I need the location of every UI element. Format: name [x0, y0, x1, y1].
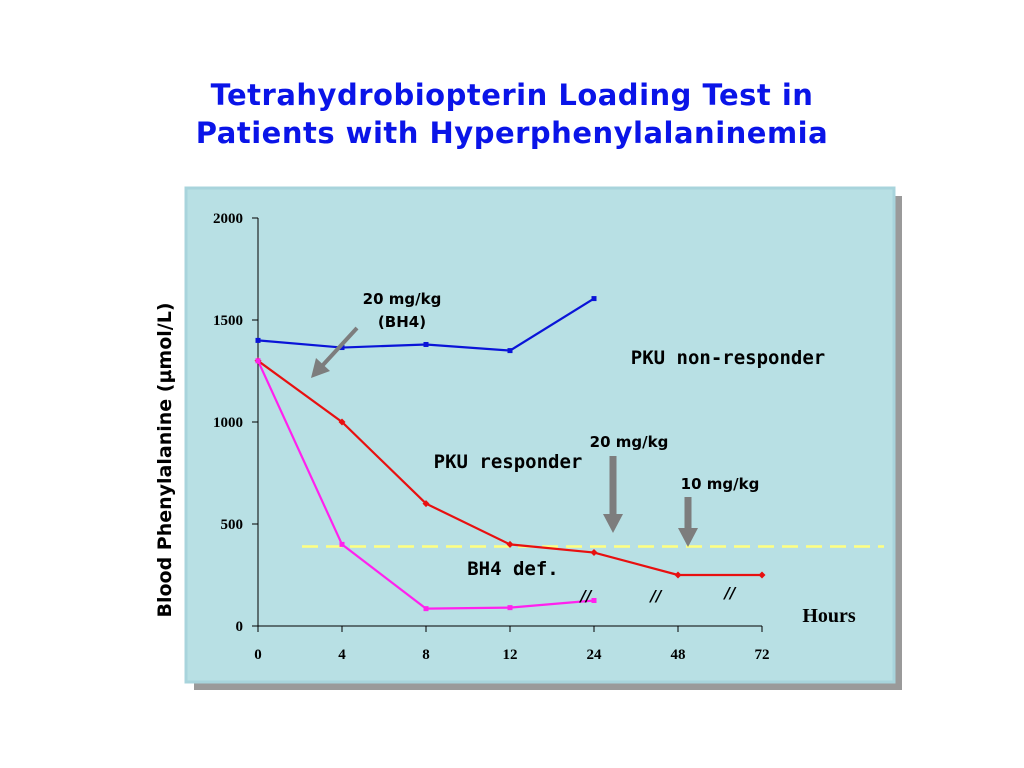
- x-tick-label-6: 72: [755, 647, 770, 663]
- point-bh4-def-2: [423, 606, 429, 612]
- point-pku-non-responder-2: [423, 341, 429, 347]
- arrow-dose-20: [603, 456, 623, 533]
- plot-area: [184, 186, 896, 684]
- point-bh4-def-1: [339, 541, 345, 547]
- point-bh4-def-3: [507, 605, 513, 611]
- x-tick-label-3: 12: [503, 647, 518, 663]
- x-ticks: 0 4 8 12 24 48 72: [254, 626, 770, 663]
- arrow-dose-10: [678, 497, 698, 547]
- point-pku-responder-6: [758, 571, 766, 579]
- annotation-dose-20: 20 mg/kg: [590, 433, 669, 451]
- series-layer: [254, 296, 766, 612]
- x-tick-label-1: 4: [338, 647, 346, 663]
- y-tick-label-3: 1500: [213, 313, 243, 329]
- y-tick-label-1: 500: [221, 517, 244, 533]
- point-pku-responder-5: [674, 571, 682, 579]
- point-pku-responder-2: [422, 500, 430, 508]
- axis-break-mark-3: //: [723, 584, 737, 602]
- point-pku-responder-3: [506, 540, 514, 548]
- y-axis-label: Blood Phenylalanine (µmol/L): [154, 302, 176, 617]
- point-pku-responder-1: [338, 418, 346, 426]
- annotation-dose-10: 10 mg/kg: [681, 475, 760, 493]
- annotation-dose-bh4-line1: 20 mg/kg: [363, 290, 442, 308]
- title-line-1: Tetrahydrobiopterin Loading Test in: [210, 78, 814, 112]
- annotation-dose-bh4-line2: (BH4): [378, 313, 426, 331]
- y-tick-label-2: 1000: [213, 415, 243, 431]
- annotation-non-responder: PKU non-responder: [631, 347, 825, 369]
- y-tick-label-4: 2000: [213, 211, 243, 227]
- y-tick-label-0: 0: [236, 619, 244, 635]
- point-bh4-def-0: [255, 358, 261, 364]
- axis-break-mark-1: //: [579, 587, 593, 605]
- x-tick-label-5: 48: [671, 647, 686, 663]
- annotation-bh4-def: BH4 def.: [467, 558, 559, 580]
- point-pku-non-responder-0: [255, 337, 261, 343]
- slide-title: Tetrahydrobiopterin Loading Test in Pati…: [0, 76, 1024, 152]
- point-pku-non-responder-3: [507, 348, 513, 354]
- x-tick-label-4: 24: [587, 647, 603, 663]
- annotation-responder: PKU responder: [434, 451, 583, 473]
- title-line-2: Patients with Hyperphenylalaninemia: [195, 116, 829, 150]
- x-tick-label-0: 0: [254, 647, 262, 663]
- point-bh4-def-4: [591, 598, 597, 603]
- point-pku-non-responder-1: [339, 345, 345, 351]
- y-ticks: 0 500 1000 1500 2000: [213, 211, 258, 635]
- arrow-dose-bh4: [311, 326, 359, 378]
- x-axis-label: Hours: [802, 605, 856, 627]
- x-tick-label-2: 8: [422, 647, 430, 663]
- point-pku-non-responder-4: [591, 296, 597, 302]
- point-pku-responder-4: [590, 549, 598, 557]
- axis-break-mark-2: //: [649, 587, 663, 605]
